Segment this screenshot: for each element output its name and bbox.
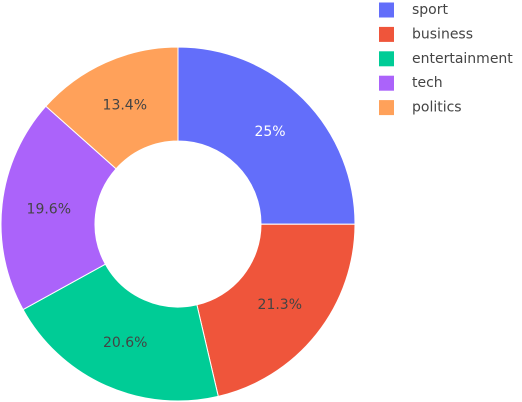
slice-sport[interactable]	[177, 46, 356, 225]
legend-item-entertainment[interactable]: entertainment	[379, 51, 513, 67]
legend-swatch-entertainment	[379, 51, 394, 67]
legend-label-tech: tech	[412, 75, 443, 91]
legend-swatch-politics	[379, 100, 394, 116]
legend-swatch-tech	[379, 75, 394, 91]
slice-tech[interactable]	[0, 105, 117, 311]
legend-label-entertainment: entertainment	[412, 51, 513, 67]
slice-entertainment[interactable]	[22, 263, 219, 402]
legend[interactable]: sport business entertainment tech politics	[379, 2, 513, 116]
legend-swatch-business	[379, 26, 394, 42]
slice-business[interactable]	[196, 223, 356, 397]
legend-item-tech[interactable]: tech	[379, 75, 443, 91]
percent-label-entertainment: 20.6%	[103, 335, 147, 351]
percent-labels-layer: 25% 21.3% 20.6% 19.6% 13.4%	[27, 97, 302, 350]
legend-label-politics: politics	[412, 100, 462, 116]
legend-label-sport: sport	[412, 2, 449, 18]
percent-label-sport: 25%	[254, 124, 285, 140]
legend-item-politics[interactable]: politics	[379, 100, 462, 116]
legend-swatch-sport	[379, 2, 394, 18]
percent-label-politics: 13.4%	[103, 97, 147, 113]
legend-item-business[interactable]: business	[379, 26, 473, 42]
legend-item-sport[interactable]: sport	[379, 2, 449, 18]
legend-label-business: business	[412, 26, 473, 42]
percent-label-business: 21.3%	[258, 297, 302, 313]
slice-politics[interactable]	[45, 46, 179, 170]
slices-layer	[0, 46, 356, 402]
percent-label-tech: 19.6%	[27, 202, 71, 218]
